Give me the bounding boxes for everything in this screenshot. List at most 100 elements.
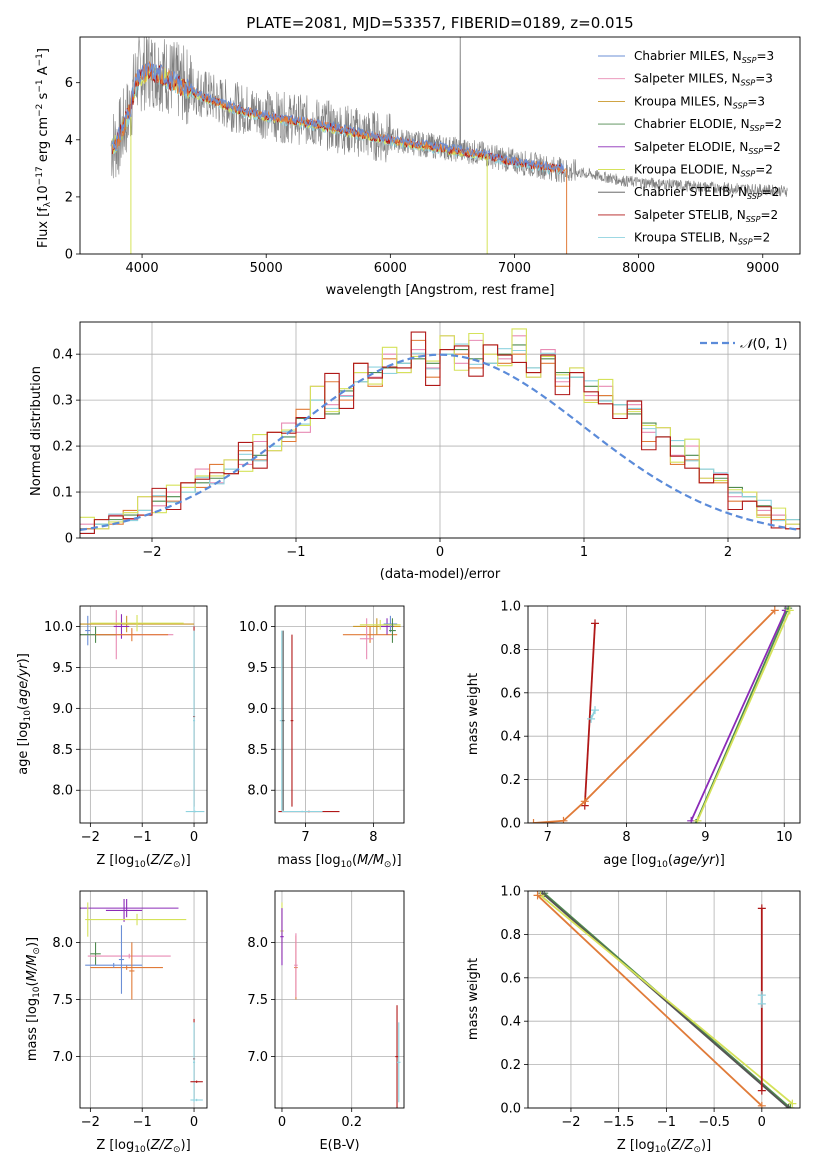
age_vs_Z-ytick-label: 9.0 [52, 702, 73, 717]
weight-vs-Z-xlabel-part: ⊙ [693, 1145, 701, 1155]
legend-label: Chabrier MILES, NSSP=3 [634, 49, 774, 65]
mass_weight_vs_Z-xtick-label: −2 [561, 1115, 580, 1130]
mass_vs_Z-ytick-label: 7.5 [52, 993, 73, 1008]
weight-line [541, 892, 790, 1108]
mass_vs_EBV-axes: 0 0.2 7.0 7.5 8.0 [247, 891, 404, 1130]
mass_vs_Z-ytick-label: 8.0 [52, 936, 73, 951]
age_vs_Z-ytick-label: 8.5 [52, 743, 73, 758]
legend-label-n: =2 [762, 185, 780, 199]
mass_weight_vs_age-axes: 7 8 9 10 0.0 0.2 0.4 0.6 0.8 1.0 [500, 600, 800, 845]
mass_vs_EBV-frame [274, 890, 405, 1109]
mass-vs-Z-xlabel-part: ( [146, 1138, 151, 1153]
residuals-ylabel: Normed distribution [29, 366, 44, 496]
spectrum-xtick-label: 5000 [250, 261, 283, 276]
legend-label: Kroupa STELIB, NSSP=2 [634, 231, 770, 247]
age-vs-Z-ylabel-part: 10 [23, 710, 33, 722]
weight-marker [757, 999, 766, 1008]
spectrum-ylabel-part: −1 [35, 79, 45, 92]
legend-label-text: Salpeter STELIB, N [634, 208, 746, 222]
weight-vs-Z-xlabel-part: ( [666, 1138, 671, 1153]
age_vs_mass-axes: 7 8 8.0 8.5 9.0 9.5 10.0 [239, 606, 404, 845]
mass-vs-Z-xlabel-part: Z [log [96, 1138, 134, 1153]
mass_vs_Z-series [80, 898, 203, 1103]
age_vs_mass-frame [274, 605, 405, 824]
weight-vs-Z-xlabel-part: Z/Z [670, 1138, 694, 1153]
legend-label-text: Kroupa MILES, N [634, 94, 733, 108]
spectrum-model-line [111, 60, 567, 174]
spectrum-ylabel-part: A [36, 66, 51, 79]
spectrum-ytick-label: 2 [65, 190, 73, 205]
age_vs_Z-xtick-label: −1 [133, 830, 152, 845]
age-vs-mass-xlabel-part: M/M [357, 853, 384, 868]
residuals-series [80, 328, 800, 534]
mass-vs-Z-ylabel-part: M/M [25, 955, 40, 982]
weight-line [533, 609, 776, 823]
figure-title: PLATE=2081, MJD=53357, FIBERID=0189, z=0… [246, 14, 633, 32]
legend-label-n: =2 [764, 117, 782, 131]
legend-label-n: =2 [755, 163, 773, 177]
spectrum-ytick-label: 6 [65, 76, 73, 91]
legend-label: Salpeter STELIB, NSSP=2 [634, 208, 778, 224]
spectrum-xtick-label: 8000 [622, 261, 655, 276]
age-vs-Z-xlabel-part: ⊙ [173, 860, 181, 870]
spectrum-halpha-spike [459, 37, 461, 146]
weight-marker [770, 606, 779, 615]
mass_weight_vs_Z-ytick-label: 0.8 [500, 928, 521, 943]
mass_weight_vs_age-ytick-label: 1.0 [500, 600, 521, 615]
legend-label-text: Salpeter MILES, N [634, 72, 741, 86]
mass_weight_vs_age-ytick-label: 0.8 [500, 643, 521, 658]
age_vs_mass-xtick-label: 7 [301, 830, 309, 845]
age-vs-Z-xlabel: Z [log10(Z/Z⊙)] [96, 853, 190, 870]
age-vs-Z-xlabel-part: Z [log [96, 853, 134, 868]
legend-label-sub: SSP [742, 56, 757, 65]
weight-line [590, 709, 596, 720]
spectrum-ylabel-part: −17 [35, 166, 45, 185]
spectrum-ytick-label: 0 [65, 248, 73, 263]
weight-marker [757, 991, 766, 1000]
weight-marker [788, 1099, 797, 1108]
mass-vs-Z-ylabel-part: )] [25, 937, 40, 947]
spectrum-xtick-label: 4000 [126, 261, 159, 276]
residuals-ytick-label: 0.4 [52, 348, 73, 363]
weight-vs-Z-xlabel: Z [log10(Z/Z⊙)] [617, 1138, 711, 1155]
age_vs_Z-axes: −2 −1 0 8.0 8.5 9.0 9.5 10.0 [44, 606, 207, 845]
age_vs_Z-xtick-label: −2 [81, 830, 100, 845]
legend-label-sub: SSP [738, 238, 753, 247]
mass_weight_vs_age-frame [527, 605, 801, 824]
legend-label: Chabrier ELODIE, NSSP=2 [634, 117, 782, 133]
mass_vs_Z-xtick-label: 0 [190, 1115, 198, 1130]
mass-vs-Z-xlabel-part: )] [181, 1138, 191, 1153]
age_vs_Z-ytick-label: 8.0 [52, 784, 73, 799]
legend-label-text: Kroupa ELODIE, N [634, 163, 741, 177]
spectrum-frame [79, 36, 801, 255]
weight-vs-age-ylabel: mass weight [466, 673, 481, 755]
age-vs-mass-xlabel-part: ( [352, 853, 357, 868]
legend-label-text: Chabrier ELODIE, N [634, 117, 750, 131]
mass-vs-Z-ylabel-part: ( [25, 981, 40, 986]
mass_weight_vs_age-xtick-label: 7 [544, 830, 552, 845]
mass_weight_vs_age-ytick-label: 0.0 [500, 817, 521, 832]
weight-marker [757, 1101, 766, 1108]
mass_weight_vs_age-xtick-label: 9 [701, 830, 709, 845]
legend-label-n: =2 [753, 231, 771, 245]
legend-label-sub: SSP [748, 147, 763, 156]
mass_vs_Z-xtick-label: −1 [133, 1115, 152, 1130]
mass_weight_vs_Z-ytick-label: 0.0 [500, 1102, 521, 1117]
legend-label: Salpeter ELODIE, NSSP=2 [634, 140, 781, 156]
mass_vs_EBV-series [280, 902, 401, 1108]
mass_weight_vs_Z-xtick-label: 0 [758, 1115, 766, 1130]
mass_weight_vs_age-xtick-label: 10 [776, 830, 793, 845]
age-vs-Z-xlabel-part: 10 [134, 860, 146, 870]
mass_weight_vs_Z-ytick-label: 0.6 [500, 971, 521, 986]
mass_vs_EBV-ytick-label: 7.5 [247, 993, 268, 1008]
mass_weight_vs_Z-ytick-label: 0.2 [500, 1058, 521, 1073]
legend-label-text: Chabrier MILES, N [634, 49, 742, 63]
spectrum-ylabel-part: Flux [ [36, 212, 51, 248]
legend-label-n: =2 [763, 140, 781, 154]
spectrum-ylabel: Flux [fλ10−17 erg cm−2 s−1 A−1] [35, 48, 53, 248]
mass_weight_vs_age-ytick-label: 0.2 [500, 773, 521, 788]
age-vs-Z-ylabel-part: ( [16, 705, 31, 710]
